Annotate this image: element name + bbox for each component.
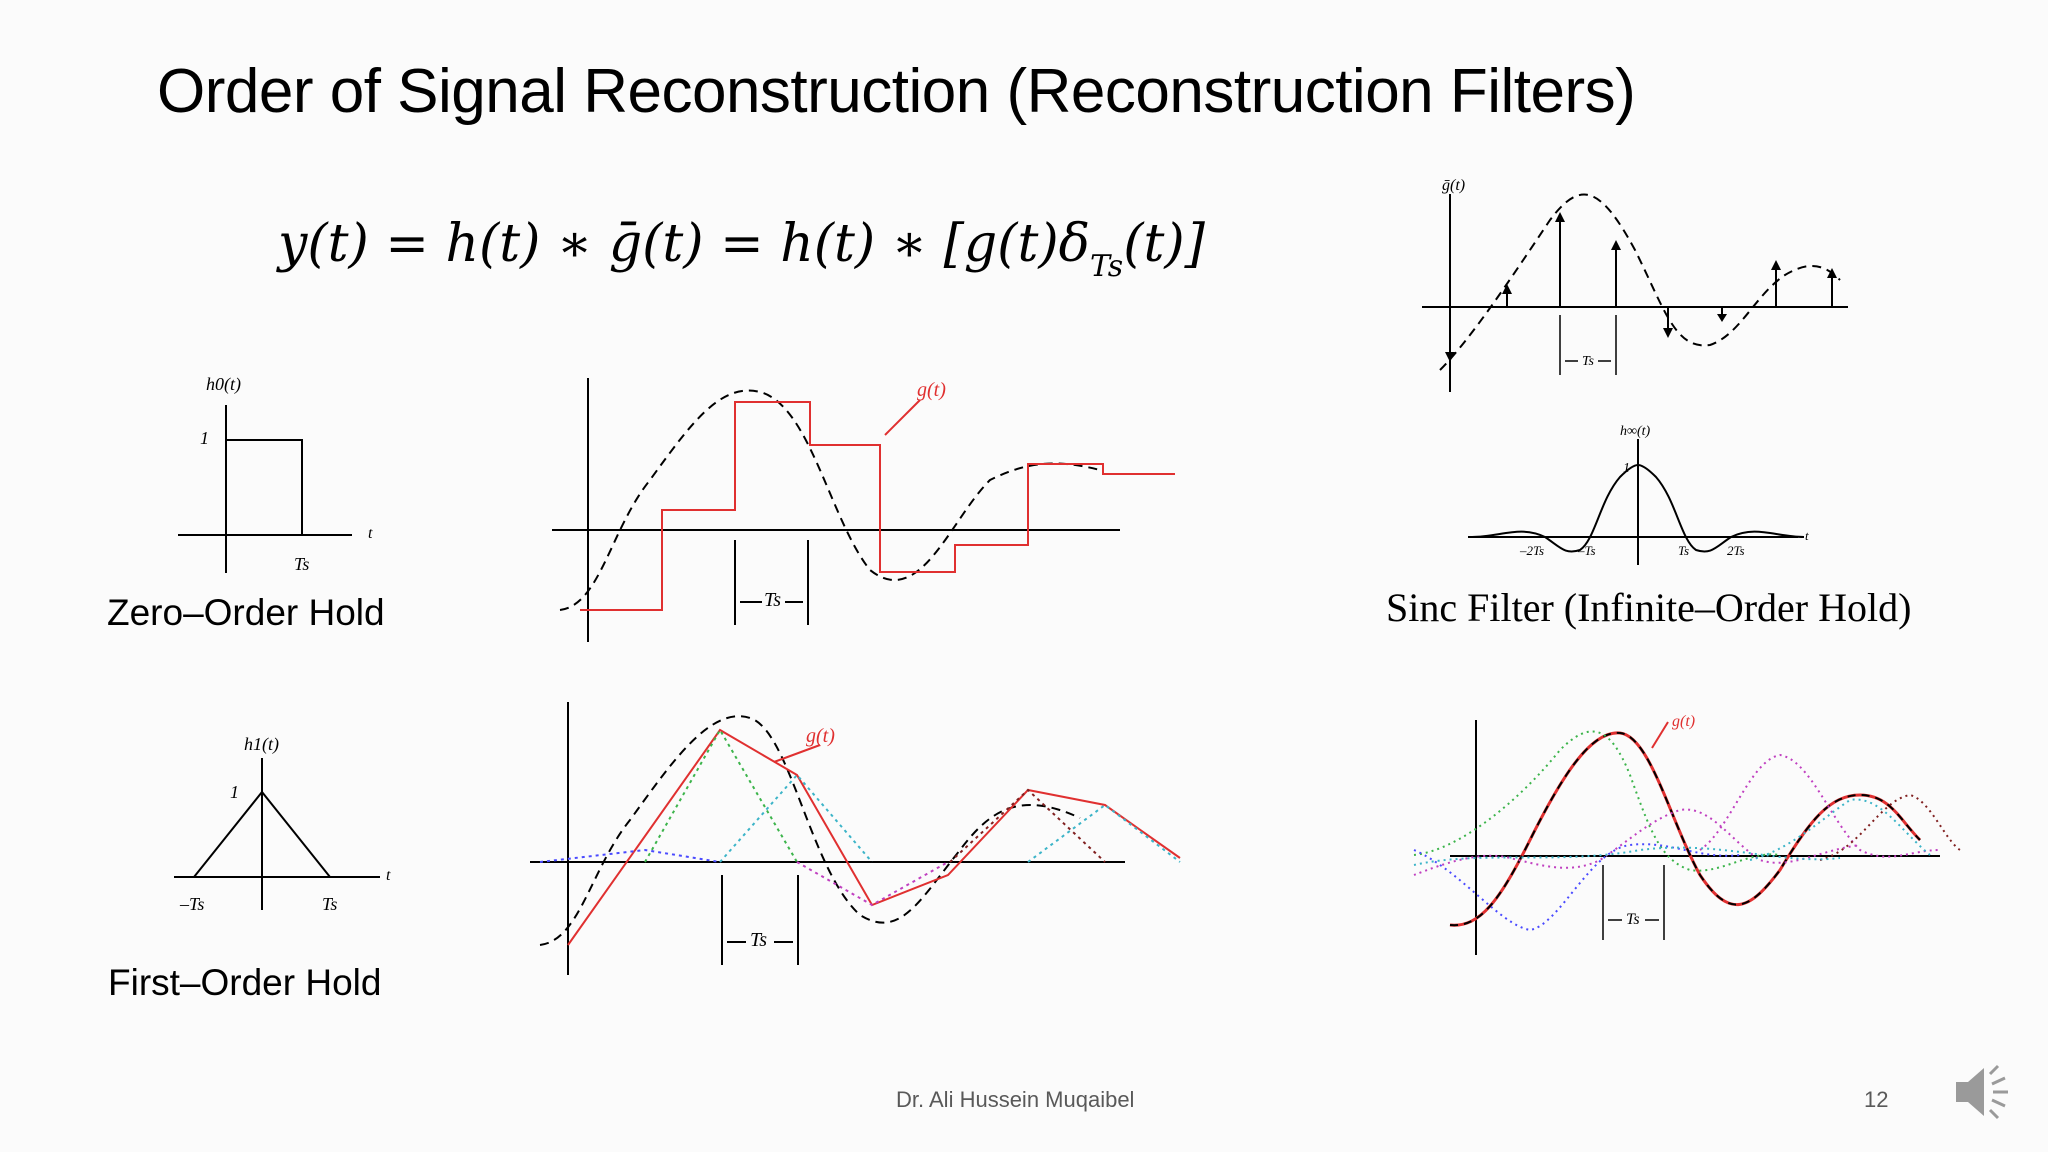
sinc-reconstruction-plot: Ts g(t) xyxy=(1413,713,1961,955)
sinc-impulse-response: h∞(t) 1 t –2Ts –Ts Ts 2Ts xyxy=(1468,424,1809,565)
zoh-ts-label: Ts xyxy=(764,589,781,611)
slide-title: Order of Signal Reconstruction (Reconstr… xyxy=(157,57,1636,126)
zoh-reconstruction-plot: Ts g(t) xyxy=(552,378,1175,642)
zoh-impulse-response: h0(t) 1 t Ts xyxy=(178,374,373,574)
sinc-tick-neg2ts: –2Ts xyxy=(1519,543,1544,558)
h1-ts-label: Ts xyxy=(322,894,337,914)
sinc-ts-label: Ts xyxy=(1626,911,1640,928)
sinc-t-label: t xyxy=(1805,528,1809,543)
h0-ts-label: Ts xyxy=(294,554,309,574)
equation-subscript: Ts xyxy=(1089,249,1124,285)
foh-caption: First–Order Hold xyxy=(108,962,382,1003)
h1-negts-label: –Ts xyxy=(179,894,204,914)
zoh-caption: Zero–Order Hold xyxy=(107,592,385,633)
foh-impulse-response: h1(t) 1 t –Ts Ts xyxy=(174,734,391,914)
foh-ts-label: Ts xyxy=(750,929,767,951)
gbar-ts-label: Ts xyxy=(1582,354,1595,369)
sinc-caption: Sinc Filter (Infinite–Order Hold) xyxy=(1386,585,1912,630)
foh-g-label: g(t) xyxy=(806,725,835,747)
speaker-icon[interactable] xyxy=(1950,1060,2020,1124)
sinc-one-label: 1 xyxy=(1623,461,1630,476)
footer-author: Dr. Ali Hussein Muqaibel xyxy=(896,1087,1135,1112)
equation-main: y(t) = h(t) ∗ ḡ(t) = h(t) ∗ [g(t)δ xyxy=(278,214,1090,274)
sinc-g-label: g(t) xyxy=(1672,713,1695,730)
page-number: 12 xyxy=(1864,1087,1889,1112)
h1-t-label: t xyxy=(386,867,391,884)
h1-ylabel: h1(t) xyxy=(244,734,279,755)
sinc-ylabel: h∞(t) xyxy=(1620,424,1651,439)
h1-one-label: 1 xyxy=(230,782,239,802)
foh-reconstruction-plot: Ts g(t) xyxy=(530,702,1181,975)
sinc-tick-ts: Ts xyxy=(1678,543,1689,558)
h0-one-label: 1 xyxy=(200,428,209,448)
h0-t-label: t xyxy=(368,525,373,542)
gbar-ylabel: ḡ(t) xyxy=(1442,177,1465,194)
sinc-tick-2ts: 2Ts xyxy=(1727,543,1745,558)
sinc-tick-negts: –Ts xyxy=(1577,543,1596,558)
convolution-equation: y(t) = h(t) ∗ ḡ(t) = h(t) ∗ [g(t)δTs(t)] xyxy=(278,214,1205,284)
zoh-g-label: g(t) xyxy=(917,379,946,401)
h0-ylabel: h0(t) xyxy=(206,374,241,395)
equation-tail: (t)] xyxy=(1123,214,1205,274)
sampled-signal-plot: Ts ḡ(t) xyxy=(1422,177,1848,392)
